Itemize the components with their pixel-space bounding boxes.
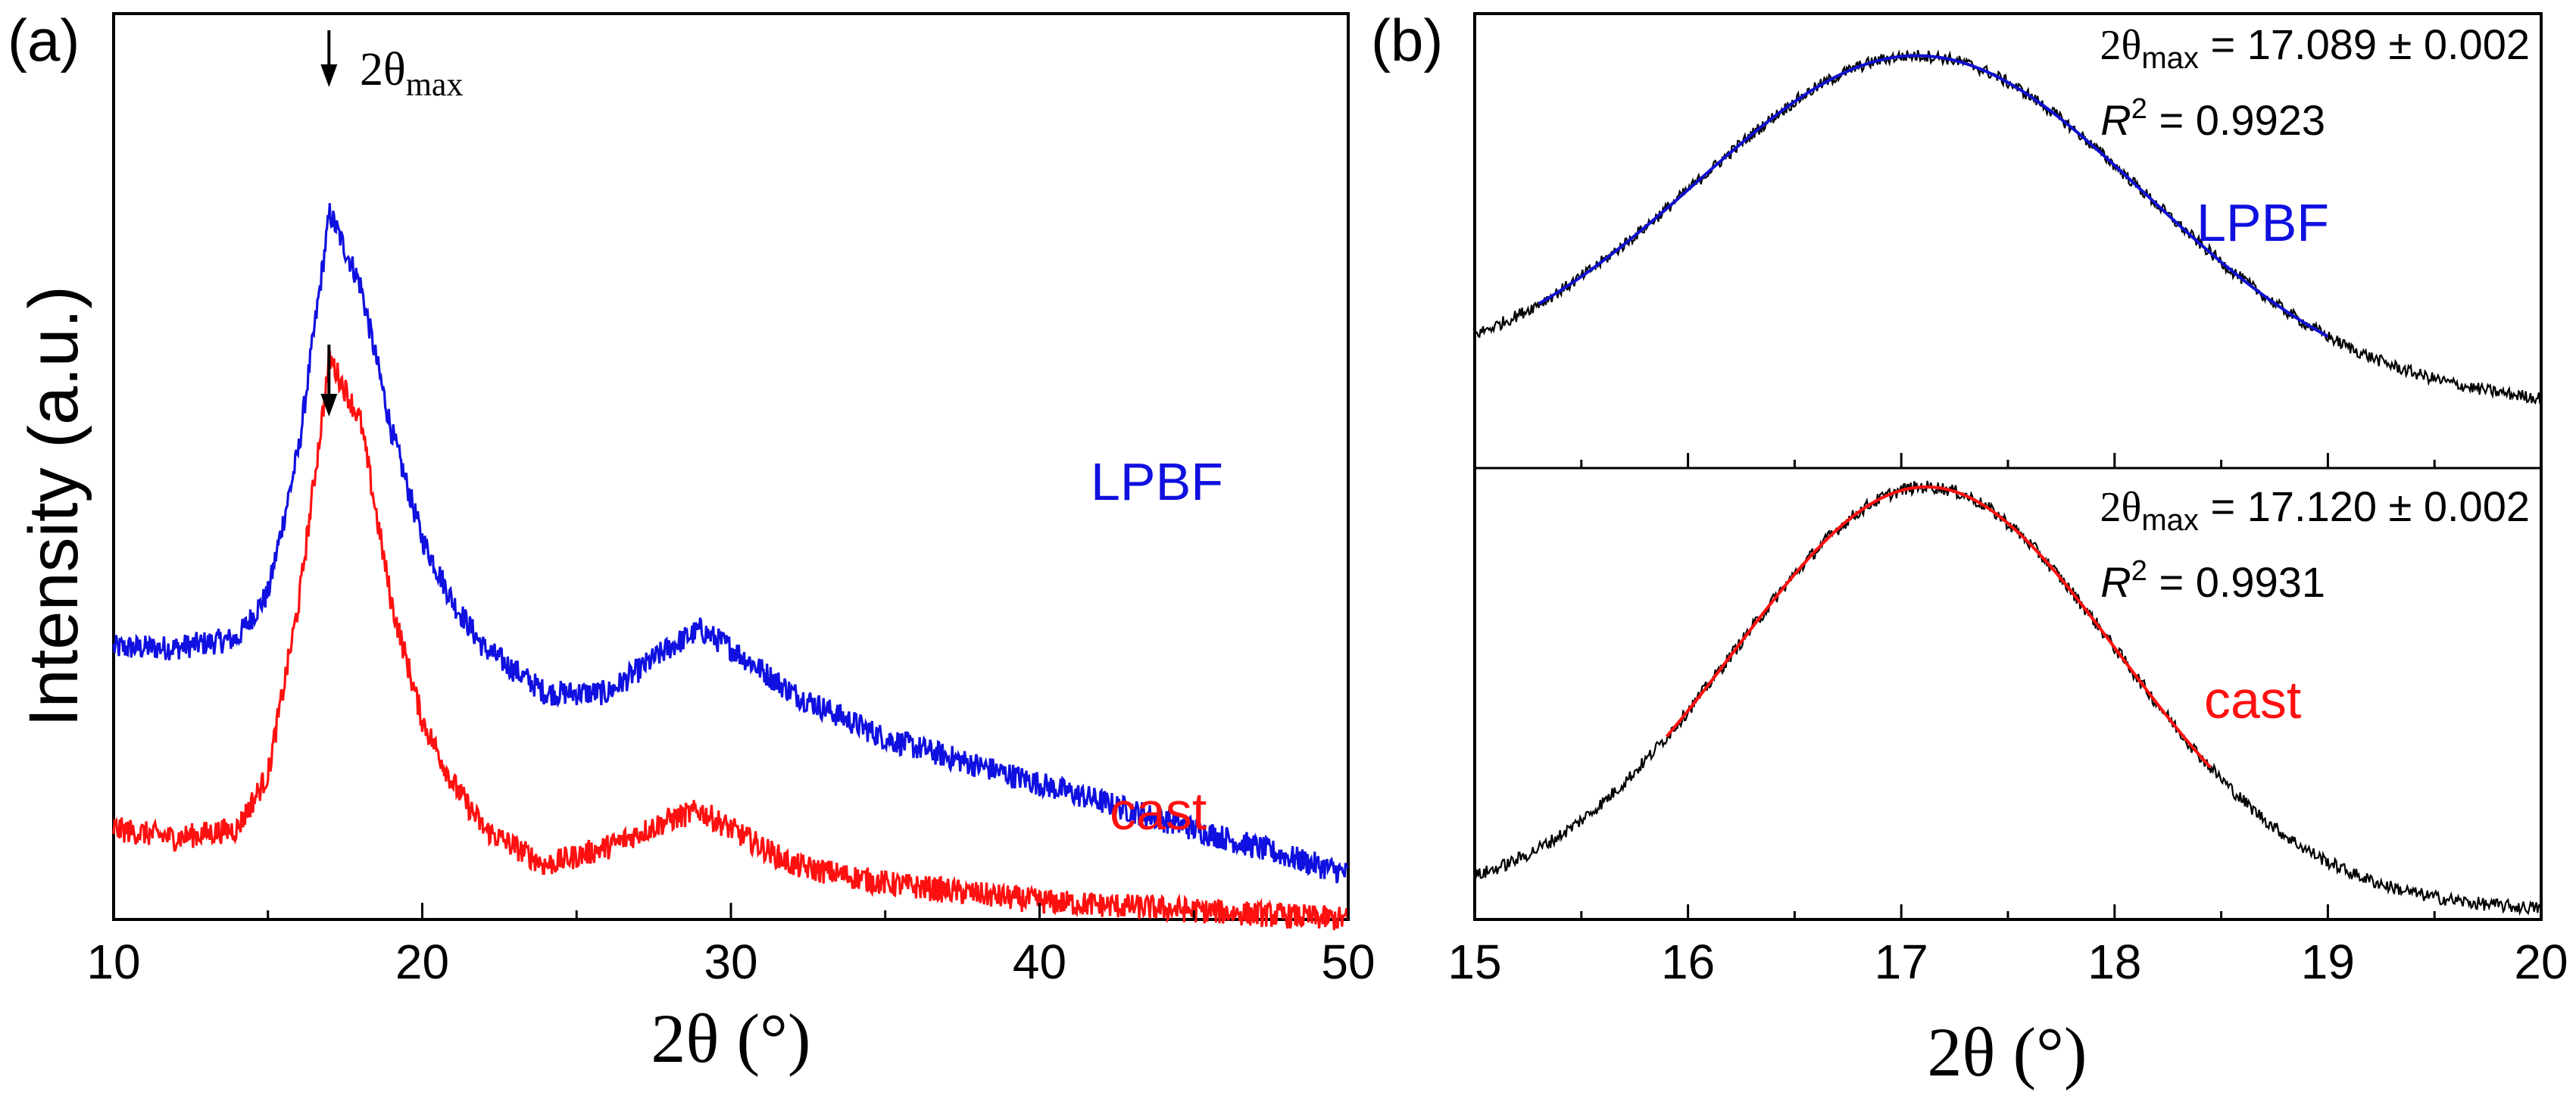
x-tick-label: 17 xyxy=(1875,935,1928,989)
lpbf-r-sup: 2 xyxy=(2131,93,2147,125)
panel-b-xlabel: 2θ (°) xyxy=(1927,1013,2087,1091)
lpbf-r-eq: = xyxy=(2147,96,2196,144)
x-tick-label: 18 xyxy=(2087,935,2141,989)
series-line-cast xyxy=(112,350,1350,931)
cast-2theta-value: 17.120 ± 0.002 xyxy=(2247,482,2530,530)
x-tick-label: 20 xyxy=(2514,935,2568,989)
annotation-sub: max xyxy=(406,66,464,103)
panel-b: (b) 15 16 17 18 19 20 2θmax = 17.089 ± 0.002 … xyxy=(1371,7,2568,1091)
panel-a-label: (a) xyxy=(8,7,80,73)
panel-a-ylabel: Intensity (a.u.) xyxy=(15,286,92,727)
panel-a-series xyxy=(112,203,1350,931)
x-tick-label: 50 xyxy=(1321,935,1375,989)
lpbf-r2: R2 = 0.9923 xyxy=(2100,93,2325,144)
peak-arrow-head xyxy=(320,64,338,87)
panel-a-xlabel: 2θ (°) xyxy=(651,1000,810,1077)
lpbf-max-sub: max xyxy=(2141,42,2199,75)
cast-max-sub: max xyxy=(2141,504,2199,537)
x-tick-label: 15 xyxy=(1447,935,1501,989)
peak-arrow-head xyxy=(320,394,338,417)
series-line-lpbf xyxy=(112,203,1349,884)
data-line-cast xyxy=(1474,480,2543,916)
x-tick-label: 16 xyxy=(1661,935,1715,989)
cast-2theta-max: 2θmax = 17.120 ± 0.002 xyxy=(2100,482,2530,537)
cast-eq: = xyxy=(2199,482,2247,530)
x-tick-label: 20 xyxy=(395,935,449,989)
panel-a-ticks: 10 20 30 40 50 xyxy=(86,903,1375,989)
x-tick-label: 40 xyxy=(1013,935,1066,989)
cast-2theta-sym: 2θ xyxy=(2100,484,2141,531)
cast-r-eq: = xyxy=(2147,558,2196,606)
series-label-lpbf: LPBF xyxy=(1091,452,1223,511)
annotation-2theta-max: 2θmax xyxy=(360,44,463,103)
cast-r2-value: 0.9931 xyxy=(2196,558,2325,606)
lpbf-2theta-sym: 2θ xyxy=(2100,22,2141,69)
panel-b-label: (b) xyxy=(1371,7,1443,73)
panel-b-ticks: 15 16 17 18 19 20 xyxy=(1447,453,2568,989)
panel-b-series xyxy=(1474,49,2543,916)
subplot-label-lpbf: LPBF xyxy=(2197,193,2329,252)
fit-line-lpbf xyxy=(1538,54,2329,338)
cast-r-sup: 2 xyxy=(2131,555,2147,587)
cast-r2: R2 = 0.9931 xyxy=(2100,555,2325,606)
lpbf-2theta-value: 17.089 ± 0.002 xyxy=(2247,20,2530,68)
lpbf-r-sym: R xyxy=(2100,96,2131,144)
data-line-lpbf xyxy=(1474,49,2543,405)
subplot-label-cast: cast xyxy=(2204,670,2301,729)
panel-a: (a) 10 20 30 40 50 LPBF cast 2θmax Intensity… xyxy=(8,7,1375,1077)
lpbf-eq: = xyxy=(2199,20,2247,68)
lpbf-r2-value: 0.9923 xyxy=(2196,96,2325,144)
x-tick-label: 30 xyxy=(704,935,757,989)
cast-r-sym: R xyxy=(2100,558,2131,606)
fit-line-cast xyxy=(1665,485,2212,769)
lpbf-2theta-max: 2θmax = 17.089 ± 0.002 xyxy=(2100,20,2530,75)
x-tick-label: 10 xyxy=(86,935,140,989)
series-label-cast: cast xyxy=(1110,782,1207,841)
panel-a-arrows xyxy=(320,30,338,417)
x-tick-label: 19 xyxy=(2301,935,2355,989)
annotation-prefix: 2θ xyxy=(360,44,406,95)
